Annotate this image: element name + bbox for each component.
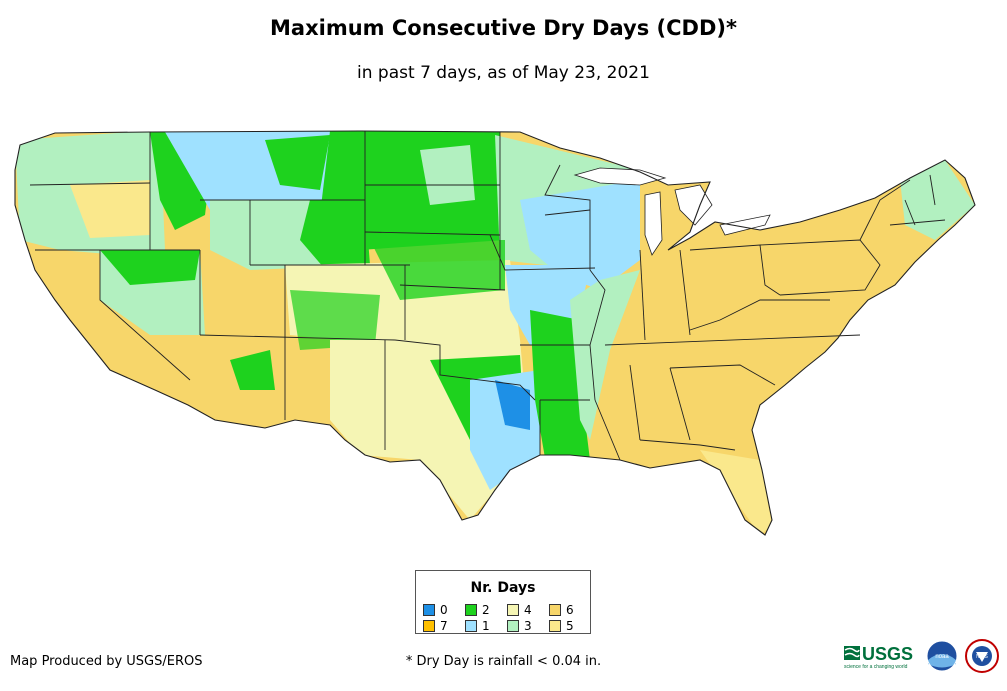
legend-swatch-6 [549, 604, 561, 616]
legend-swatch-4 [507, 604, 519, 616]
legend-label-1: 1 [482, 619, 490, 633]
nws-logo: NWS [965, 639, 999, 673]
legend-swatch-5 [549, 620, 561, 632]
region-great-basin-2days [100, 250, 200, 285]
legend-label-5: 5 [566, 619, 574, 633]
legend-item-4: 4 [507, 602, 547, 618]
legend-item-0: 0 [423, 602, 463, 618]
agency-logos: USGS science for a changing world noaa N… [844, 639, 999, 673]
legend-swatch-7 [423, 620, 435, 632]
legend: Nr. Days 0 2 4 6 7 1 3 5 [415, 570, 591, 634]
legend-item-2: 2 [465, 602, 505, 618]
footnote-text: * Dry Day is rainfall < 0.04 in. [405, 654, 602, 669]
noaa-logo-text: noaa [935, 654, 949, 660]
legend-label-3: 3 [524, 619, 532, 633]
lake-huron [674, 184, 713, 226]
legend-swatch-0 [423, 604, 435, 616]
legend-title: Nr. Days [470, 580, 536, 596]
legend-label-7: 7 [440, 619, 448, 633]
region-new-england-3days [900, 160, 975, 240]
region-florida-6days [700, 450, 772, 535]
region-colorado-2days [290, 290, 380, 350]
region-southwest-2days [230, 350, 275, 390]
legend-item-6: 6 [549, 602, 589, 618]
credit-text: Map Produced by USGS/EROS [10, 654, 203, 669]
legend-grid: 0 2 4 6 7 1 3 5 [423, 602, 589, 634]
lake-erie [719, 214, 771, 236]
legend-label-6: 6 [566, 603, 574, 617]
nws-logo-text: NWS [976, 654, 988, 660]
lake-michigan [644, 191, 663, 256]
map-title: Maximum Consecutive Dry Days (CDD)* [270, 16, 737, 40]
legend-item-5: 5 [549, 618, 589, 634]
state-boundaries [14, 130, 976, 536]
legend-label-2: 2 [482, 603, 490, 617]
legend-label-4: 4 [524, 603, 532, 617]
noaa-logo: noaa [926, 640, 958, 672]
usgs-logo: USGS science for a changing world [844, 644, 913, 670]
usgs-logo-text: USGS [862, 644, 913, 664]
legend-swatch-2 [465, 604, 477, 616]
map-subtitle: in past 7 days, as of May 23, 2021 [357, 63, 650, 83]
lake-superior [573, 167, 667, 186]
region-upper-midwest-1day [520, 180, 640, 290]
legend-swatch-3 [507, 620, 519, 632]
region-wyoming-2days [300, 200, 370, 275]
region-montana-2days [265, 135, 330, 190]
legend-label-0: 0 [440, 603, 448, 617]
region-pnw-5days [70, 180, 150, 238]
region-dakotas-3days [420, 145, 475, 205]
region-mid-south-3days [570, 270, 640, 440]
legend-item-1: 1 [465, 618, 505, 634]
legend-item-3: 3 [507, 618, 547, 634]
region-east-texas-0days [495, 380, 530, 430]
usgs-tagline-text: science for a changing world [844, 664, 908, 670]
us-dry-days-map [14, 130, 976, 536]
legend-item-7: 7 [423, 618, 463, 634]
legend-swatch-1 [465, 620, 477, 632]
